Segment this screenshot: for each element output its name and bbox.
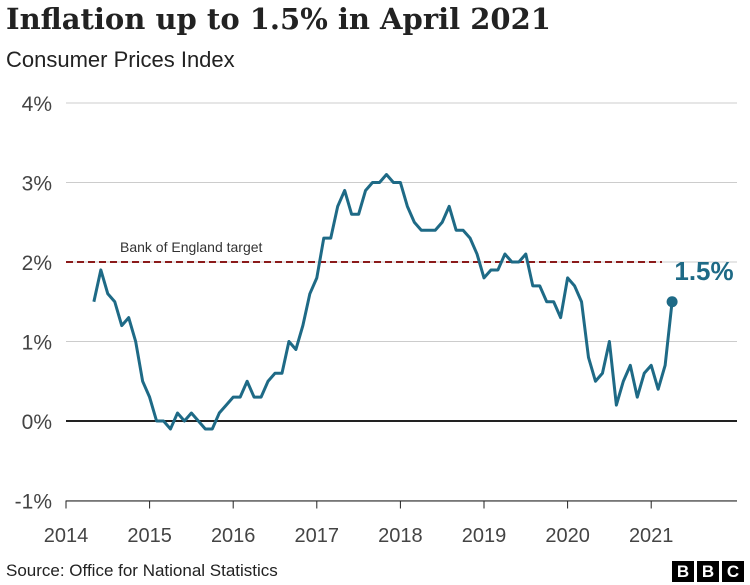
y-tick-label: -1%	[15, 491, 52, 514]
y-tick-label: 3%	[22, 173, 52, 196]
y-tick-label: 2%	[22, 252, 52, 275]
cpi-line	[92, 173, 674, 431]
chart-subtitle: Consumer Prices Index	[6, 47, 235, 72]
x-tick-label: 2018	[378, 525, 423, 547]
source-note: Source: Office for National Statistics	[6, 561, 278, 580]
x-tick-label: 2021	[629, 525, 674, 547]
x-tick-label: 2014	[44, 525, 89, 547]
y-tick-label: 1%	[22, 332, 52, 355]
x-tick-label: 2017	[295, 525, 340, 547]
y-tick-label: 0%	[22, 411, 52, 434]
chart-title: Inflation up to 1.5% in April 2021	[6, 2, 551, 36]
y-tick-label: 4%	[22, 93, 52, 116]
x-tick-label: 2015	[127, 525, 172, 547]
target-label: Bank of England target	[120, 239, 263, 255]
x-tick-label: 2016	[211, 525, 256, 547]
end-value-label: 1.5%	[674, 256, 733, 286]
x-tick-label: 2019	[462, 525, 507, 547]
x-tick-label: 2020	[545, 525, 590, 547]
data-point	[666, 296, 678, 308]
